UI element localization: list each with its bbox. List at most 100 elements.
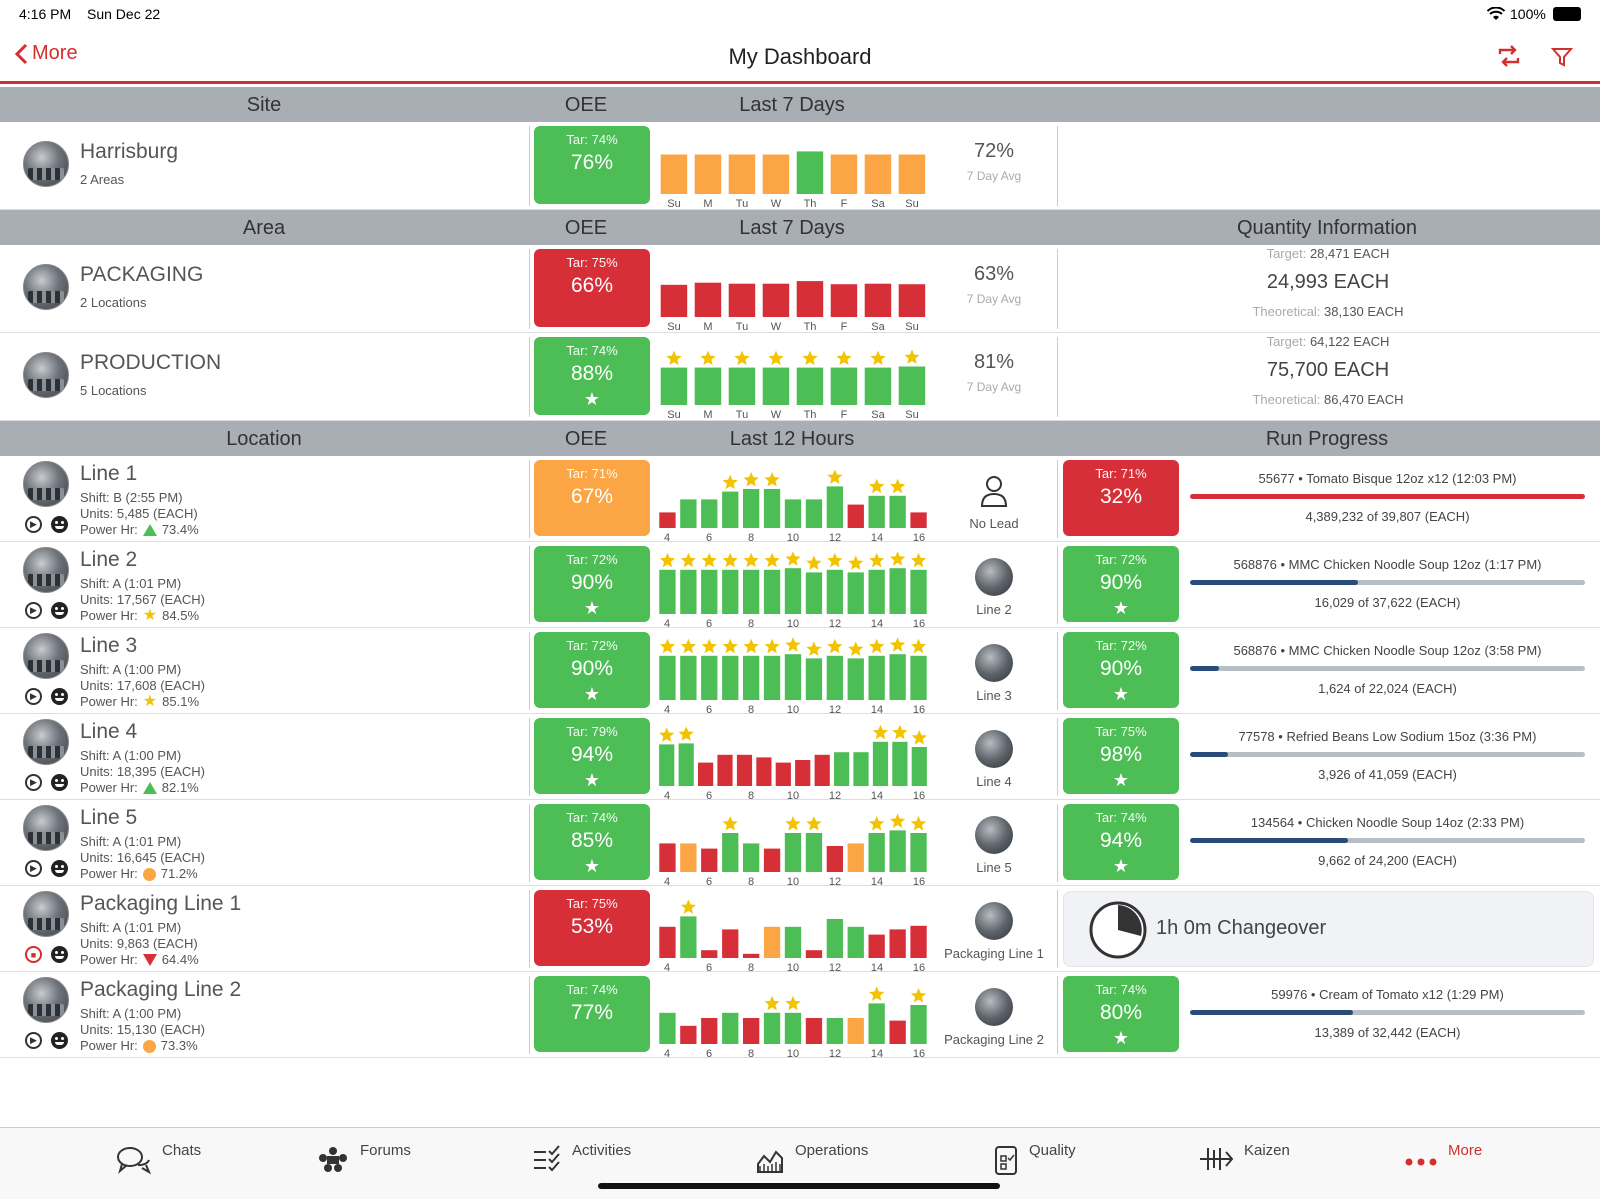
oee-badge[interactable]: Tar: 74% 76% <box>534 126 650 204</box>
tab-kaizen[interactable]: Kaizen <box>1198 1142 1290 1174</box>
star-icon: ★ <box>142 607 158 624</box>
header-last-7-days: Last 7 Days <box>739 217 845 239</box>
chart-tick-label: 16 <box>912 790 926 802</box>
header-site: Site <box>246 94 282 116</box>
tab-more[interactable]: More <box>1404 1142 1482 1174</box>
run-oee-badge[interactable]: Tar: 75% 98% ★ <box>1063 718 1179 794</box>
stop-button-icon[interactable]: ■ <box>25 946 42 963</box>
chart-tick-label: 8 <box>747 704 755 716</box>
chart-bar <box>722 1012 739 1044</box>
line-lead[interactable]: Packaging Line 2 <box>939 988 1049 1047</box>
run-progress: 134564 • Chicken Noodle Soup 14oz (2:33 … <box>1190 815 1585 868</box>
oee-badge[interactable]: Tar: 74% 77% <box>534 976 650 1052</box>
chart-bar <box>796 151 824 194</box>
target-met-star-icon <box>910 816 927 831</box>
power-hour-label: Power Hr: <box>80 866 138 881</box>
tab-activities[interactable]: Activities <box>532 1142 631 1174</box>
line-lead[interactable]: No Lead <box>939 472 1049 531</box>
run-oee-badge[interactable]: Tar: 72% 90% ★ <box>1063 546 1179 622</box>
location-row[interactable]: Line 1 Shift: B (2:55 PM) Units: 5,485 (EA… <box>0 456 1600 544</box>
operator-status-icon[interactable] <box>51 860 68 877</box>
line-lead[interactable]: Line 3 <box>939 644 1049 703</box>
location-row[interactable]: Line 5 Shift: A (1:01 PM) Units: 16,645 (E… <box>0 800 1600 888</box>
run-progress-bar <box>1190 494 1585 499</box>
play-button-icon[interactable]: ▶ <box>25 516 42 533</box>
location-row[interactable]: Packaging Line 1 Shift: A (1:01 PM) Units:… <box>0 886 1600 974</box>
page-title: My Dashboard <box>728 44 872 69</box>
run-oee-badge[interactable]: Tar: 74% 94% ★ <box>1063 804 1179 880</box>
operator-status-icon[interactable] <box>51 946 68 963</box>
oee-badge[interactable]: Tar: 75% 66% <box>534 249 650 327</box>
nav-bar: More My Dashboard <box>0 28 1600 84</box>
chart-bar <box>889 654 906 700</box>
oee-badge[interactable]: Tar: 79% 94% ★ <box>534 718 650 794</box>
line-lead[interactable]: Line 2 <box>939 558 1049 617</box>
oee-badge[interactable]: Tar: 74% 88% ★ <box>534 337 650 415</box>
status-date: Sun Dec 22 <box>87 6 161 22</box>
operator-status-icon[interactable] <box>51 602 68 619</box>
oee-badge[interactable]: Tar: 71% 67% <box>534 460 650 536</box>
target-met-star-icon <box>743 472 759 487</box>
refresh-icon[interactable] <box>1495 44 1523 68</box>
run-title: 55677 • Tomato Bisque 12oz x12 (12:03 PM… <box>1258 471 1517 486</box>
target-met-star-icon <box>869 816 885 831</box>
play-button-icon[interactable]: ▶ <box>25 774 42 791</box>
operator-status-icon[interactable] <box>51 1032 68 1049</box>
line-lead[interactable]: Packaging Line 1 <box>939 902 1049 961</box>
tab-chats[interactable]: Chats <box>116 1142 201 1176</box>
oee-badge[interactable]: Tar: 72% 90% ★ <box>534 546 650 622</box>
operator-status-icon[interactable] <box>51 688 68 705</box>
units-info: Units: 16,645 (EACH) <box>80 850 205 865</box>
chart-bar <box>910 512 927 528</box>
lead-avatar <box>975 816 1013 854</box>
operator-status-icon[interactable] <box>51 516 68 533</box>
target-label: Tar: 75% <box>566 255 618 270</box>
trend-down-icon <box>142 954 157 966</box>
chart-tick-label: 14 <box>870 876 884 888</box>
back-button[interactable]: More <box>14 42 78 65</box>
site-row[interactable]: Harrisburg 2 Areas Tar: 74% 76% Su M Tu W Th F Sa S… <box>0 122 1600 210</box>
chart-bar <box>659 655 676 700</box>
chart-bar <box>853 752 869 786</box>
target-met-star-icon <box>904 349 920 364</box>
area-row[interactable]: PACKAGING 2 Locations Tar: 75% 66% Su M Tu W Th F… <box>0 245 1600 333</box>
tab-quality[interactable]: Quality <box>993 1142 1076 1176</box>
oee-badge[interactable]: Tar: 74% 85% ★ <box>534 804 650 880</box>
oee-value: 94% <box>570 743 614 766</box>
play-button-icon[interactable]: ▶ <box>25 1032 42 1049</box>
actual-quantity: 75,700 EACH <box>1266 359 1390 381</box>
play-button-icon[interactable]: ▶ <box>25 688 42 705</box>
changeover-panel[interactable]: 1h 0m Changeover <box>1063 891 1594 967</box>
chart-bar <box>868 655 885 700</box>
chart-bar <box>728 283 756 317</box>
operator-status-icon[interactable] <box>51 774 68 791</box>
tab-operations[interactable]: Operations <box>755 1142 868 1174</box>
oee-value: 90% <box>1099 657 1143 680</box>
location-row[interactable]: Line 4 Shift: A (1:00 PM) Units: 18,395 (E… <box>0 714 1600 802</box>
location-row[interactable]: Line 2 Shift: A (1:01 PM) Units: 17,567 (E… <box>0 542 1600 630</box>
location-avatar <box>23 547 69 593</box>
area-row[interactable]: PRODUCTION 5 Locations Tar: 74% 88% ★ Su M Tu W T… <box>0 333 1600 421</box>
line-lead[interactable]: Line 5 <box>939 816 1049 875</box>
oee-badge[interactable]: Tar: 72% 90% ★ <box>534 632 650 708</box>
target-quantity-value: 28,471 EACH <box>1309 246 1390 261</box>
line-lead[interactable]: Line 4 <box>939 730 1049 789</box>
trend-up-icon <box>142 782 157 794</box>
filter-icon[interactable] <box>1551 46 1573 68</box>
run-oee-badge[interactable]: Tar: 74% 80% ★ <box>1063 976 1179 1052</box>
location-row[interactable]: Packaging Line 2 Shift: A (1:00 PM) Units:… <box>0 972 1600 1060</box>
play-button-icon[interactable]: ▶ <box>25 860 42 877</box>
chart-tick-label: 16 <box>912 962 926 974</box>
oee-value: 67% <box>570 485 614 508</box>
divider <box>529 718 530 796</box>
location-row[interactable]: Line 3 Shift: A (1:00 PM) Units: 17,608 (E… <box>0 628 1600 716</box>
play-button-icon[interactable]: ▶ <box>25 602 42 619</box>
chart-bar <box>680 569 697 614</box>
lead-name: Line 4 <box>976 774 1012 789</box>
oee-badge[interactable]: Tar: 75% 53% <box>534 890 650 966</box>
run-oee-badge[interactable]: Tar: 71% 32% <box>1063 460 1179 536</box>
run-oee-badge[interactable]: Tar: 72% 90% ★ <box>1063 632 1179 708</box>
chart-bar <box>847 658 864 700</box>
chart-tick-label: 6 <box>705 962 713 974</box>
tab-forums[interactable]: Forums <box>316 1142 411 1176</box>
